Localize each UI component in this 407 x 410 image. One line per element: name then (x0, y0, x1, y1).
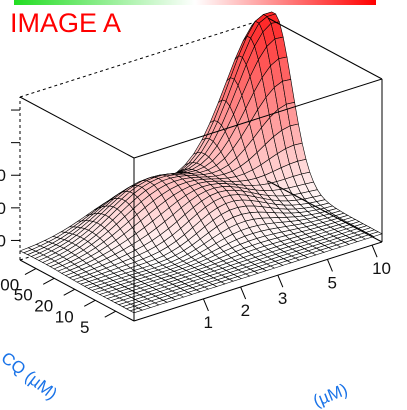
box-front-edge (19, 96, 135, 159)
surface-facet (369, 231, 383, 237)
y-tick-label: 20 (34, 296, 53, 315)
x-tick-mark (277, 274, 284, 288)
panel-title: IMAGE A (10, 8, 121, 38)
y-tick-mark (42, 277, 55, 285)
box-front-edge (19, 259, 135, 322)
y-tick-label: 100 (0, 276, 19, 295)
y-tick-mark (104, 310, 116, 318)
y-tick-label: 10 (55, 307, 74, 326)
surface-mesh (19, 11, 383, 314)
axis-ticks: 1235101005020105000 (0, 109, 391, 337)
box-front-edge (267, 180, 383, 243)
y-tick-mark (84, 299, 96, 307)
z-tick-label: 0 (0, 199, 6, 218)
x-tick-label: 2 (241, 301, 250, 320)
z-tick-label: 0 (0, 166, 6, 185)
x-tick-mark (202, 298, 209, 312)
x-tick-mark (326, 259, 333, 272)
z-tick-label: 0 (0, 231, 6, 250)
box-front-edge (133, 241, 383, 322)
x-tick-label: 5 (327, 273, 336, 292)
x-tick-label: 3 (278, 289, 287, 308)
x-tick-mark (240, 286, 247, 300)
y-tick-label: 50 (14, 285, 33, 304)
y-tick-mark (63, 288, 75, 296)
box-front-edge (133, 78, 383, 159)
y-axis-label: CQ (µM) (0, 348, 61, 403)
box-back-edge (19, 17, 269, 98)
x-tick-mark (371, 244, 378, 258)
y-tick-mark (24, 268, 37, 275)
x-tick-label: 10 (372, 259, 391, 278)
x-axis-label: (µM) (310, 380, 350, 410)
box-front-edge (267, 17, 383, 80)
y-tick-label: 5 (80, 318, 89, 337)
box-front-edges (19, 17, 383, 322)
colorbar (14, 0, 376, 5)
x-tick-label: 1 (203, 313, 212, 332)
